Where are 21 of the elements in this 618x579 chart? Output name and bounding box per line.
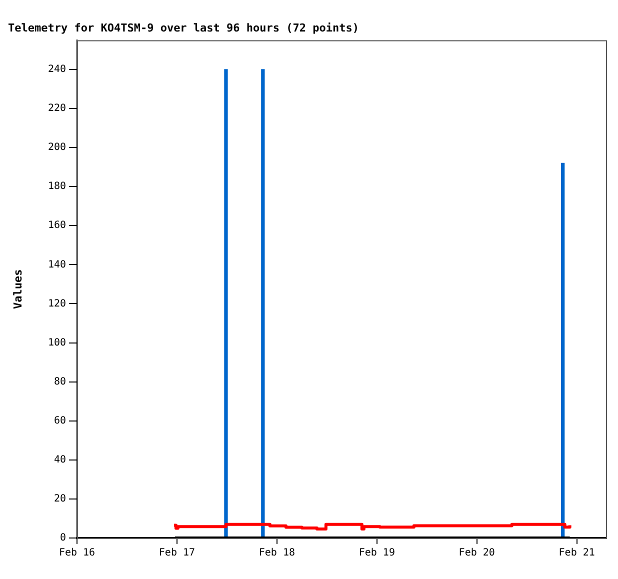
- y-axis-title: Values: [11, 269, 24, 309]
- x-tick-label: Feb 19: [358, 548, 395, 559]
- y-tick-label: 140: [48, 259, 66, 270]
- y-tick-label: 0: [60, 532, 66, 544]
- y-tick-label: 20: [54, 494, 66, 505]
- y-tick-label: 100: [48, 337, 66, 348]
- x-tick-label: Feb 18: [258, 548, 295, 559]
- y-tick-label: 120: [48, 298, 66, 310]
- x-tick-label: Feb 16: [58, 548, 96, 559]
- y-tick-label: 80: [54, 376, 66, 388]
- y-tick-label: 220: [48, 103, 66, 114]
- x-tick-label: Feb 17: [158, 548, 196, 559]
- x-tick-label: Feb 20: [458, 548, 495, 559]
- y-tick-label: 200: [48, 142, 66, 154]
- y-tick-label: 180: [48, 181, 66, 192]
- y-tick-label: 240: [48, 64, 66, 76]
- x-tick-label: Feb 21: [558, 548, 595, 559]
- y-tick-label: 160: [48, 220, 66, 232]
- y-tick-label: 60: [54, 415, 66, 426]
- y-tick-label: 40: [54, 454, 66, 466]
- chart-title: Telemetry for KO4TSM-9 over last 96 hours (72 points): [8, 21, 359, 34]
